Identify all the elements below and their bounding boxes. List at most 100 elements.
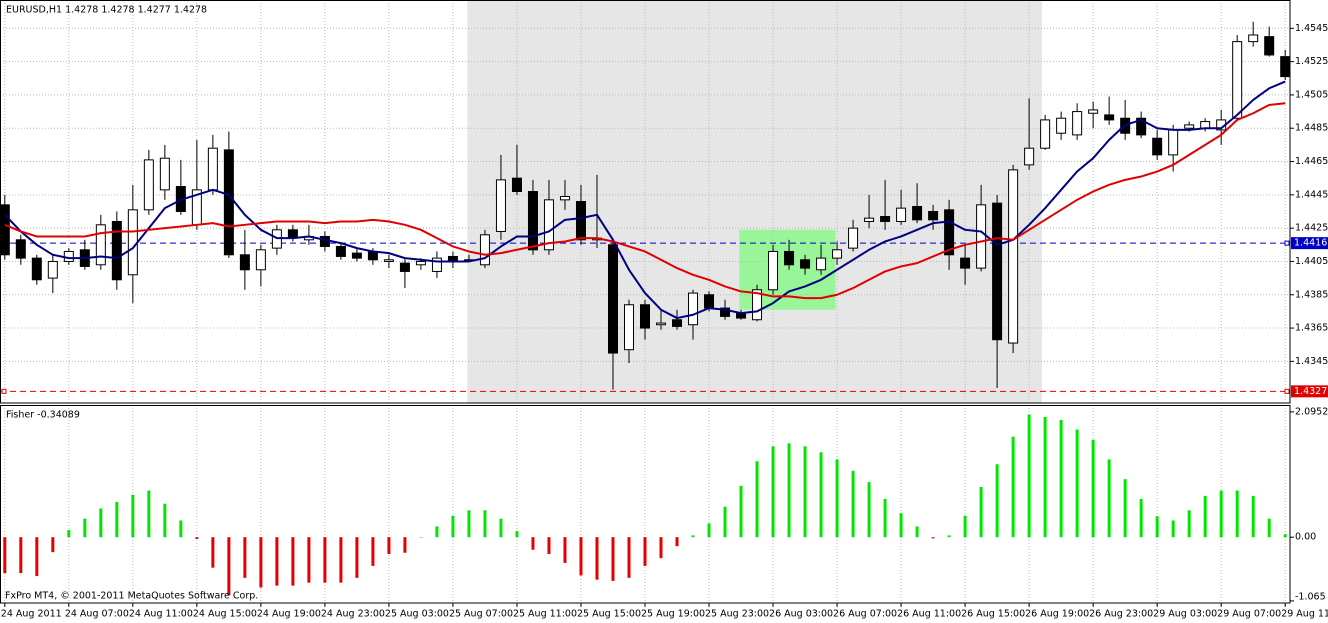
histogram-bar: [643, 537, 647, 566]
histogram-bar: [339, 537, 343, 583]
labels-layer: EURUSD,H1 1.4278 1.4278 1.4277 1.4278 Fi…: [1, 5, 1328, 620]
histogram-bar: [115, 501, 119, 538]
y-tick-label: 1.4465: [1295, 156, 1328, 167]
histogram-bar: [371, 537, 375, 566]
histogram-bar: [915, 526, 919, 538]
x-tick-label: 25 Aug 03:00: [385, 609, 449, 620]
footer: FxPro MT4, © 2001-2011 MetaQuotes Softwa…: [5, 591, 258, 602]
candle-body: [944, 209, 955, 256]
candle-body: [704, 294, 715, 309]
candle-body: [1168, 129, 1179, 156]
price-label: 1.4327: [1294, 386, 1327, 397]
histogram-bar: [739, 485, 743, 538]
candle-body: [127, 209, 138, 276]
candle-body: [672, 319, 683, 327]
histogram-bar: [1235, 490, 1239, 538]
histogram-bar: [867, 482, 871, 538]
candle-body: [1056, 117, 1067, 134]
histogram-bar: [515, 531, 519, 538]
frame-layer: [0, 0, 1294, 607]
candle-body: [800, 259, 811, 269]
y-tick-label: 1.4425: [1295, 223, 1328, 234]
histogram-bar: [1203, 495, 1207, 538]
candle-body: [1072, 111, 1083, 136]
y-tick-label: 1.4345: [1295, 356, 1328, 367]
candle-body: [928, 210, 939, 221]
candle-body: [527, 191, 538, 251]
histogram-bar: [819, 452, 823, 538]
histogram-bar: [691, 535, 695, 538]
candle-body: [383, 259, 394, 262]
histogram-bar: [771, 446, 775, 538]
candle-body: [1152, 137, 1163, 156]
candle-body: [159, 157, 170, 191]
histogram-bar: [275, 537, 279, 586]
histogram-bar: [163, 503, 167, 538]
histogram-bar: [755, 461, 759, 538]
x-tick-label: 24 Aug 11:00: [129, 609, 193, 620]
histogram-bar: [1091, 439, 1095, 538]
histogram-bar: [963, 515, 967, 538]
x-tick-label: 29 Aug 11:00: [1281, 609, 1328, 620]
x-tick-label: 26 Aug 15:00: [961, 609, 1025, 620]
candle-body: [848, 227, 859, 249]
histogram-bar: [835, 459, 839, 538]
x-tick-label: 25 Aug 15:00: [577, 609, 641, 620]
histogram-bar: [1251, 495, 1255, 538]
candle-body: [880, 215, 891, 222]
candle-body: [255, 249, 266, 271]
histogram-bar: [547, 537, 551, 554]
histogram-bar: [243, 537, 247, 578]
histogram-bar: [627, 537, 631, 578]
candle-body: [15, 239, 26, 259]
candle-body: [415, 260, 426, 266]
histogram-bar: [563, 537, 567, 563]
histogram-bar: [995, 464, 999, 538]
histogram-bar: [1123, 479, 1127, 538]
x-tick-label: 24 Aug 15:00: [193, 609, 257, 620]
histogram-bar: [947, 535, 951, 538]
candle-body: [720, 307, 731, 317]
histogram-bar: [1187, 510, 1191, 538]
histogram-bar: [227, 537, 231, 596]
line-handle: [1284, 240, 1290, 246]
y-tick-label: 1.4525: [1295, 56, 1328, 67]
candle-body: [992, 202, 1003, 341]
histogram-bar: [659, 537, 663, 559]
candle-body: [784, 250, 795, 266]
x-tick-label: 25 Aug 19:00: [641, 609, 705, 620]
candle-body: [768, 250, 779, 291]
histogram-bar: [131, 494, 135, 538]
x-tick-label: 29 Aug 03:00: [1153, 609, 1217, 620]
candle-body: [1008, 169, 1019, 344]
histogram-bar: [355, 537, 359, 578]
marks-layer: [0, 21, 1291, 596]
x-tick-label: 26 Aug 03:00: [769, 609, 833, 620]
candle-body: [912, 205, 923, 221]
candle-body: [1200, 121, 1211, 129]
histogram-bar: [51, 537, 55, 553]
histogram-bar: [259, 537, 263, 588]
price-label: 1.4416: [1294, 238, 1327, 249]
y-tick-label: 2.09526: [1295, 406, 1328, 417]
histogram-bar: [147, 490, 151, 538]
candle-body: [479, 234, 490, 266]
histogram-bar: [851, 470, 855, 538]
candle-body: [752, 289, 763, 321]
x-tick-label: 26 Aug 07:00: [833, 609, 897, 620]
histogram-bar: [1171, 520, 1175, 538]
moving-average-line: [4, 102, 1286, 300]
main-panel-frame: [0, 0, 1291, 404]
candle-body: [1088, 109, 1099, 114]
histogram-bar: [1283, 534, 1287, 538]
x-tick-label: 25 Aug 11:00: [513, 609, 577, 620]
candle-body: [607, 244, 618, 354]
histogram-bar: [931, 537, 935, 539]
x-tick-label: 25 Aug 07:00: [449, 609, 513, 620]
histogram-bar: [531, 537, 535, 550]
y-tick-label: 1.4505: [1295, 89, 1328, 100]
histogram-bar: [883, 498, 887, 538]
histogram-bar: [979, 486, 983, 538]
candle-body: [47, 260, 58, 279]
x-tick-label: 29 Aug 07:00: [1217, 609, 1281, 620]
